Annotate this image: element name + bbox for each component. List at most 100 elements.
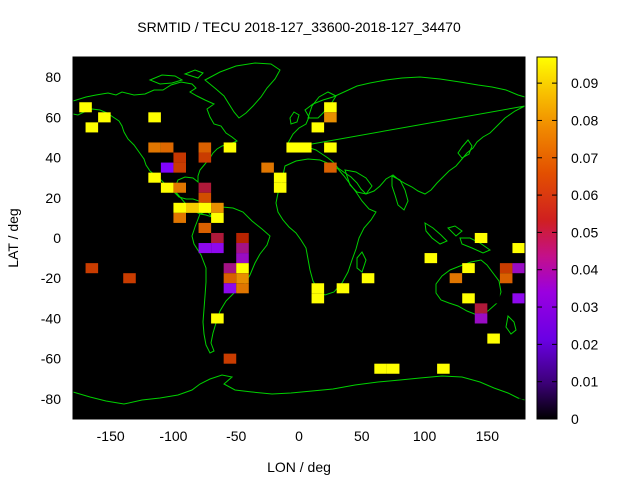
- coastline-europe-asia: [287, 76, 525, 195]
- heatmap-cell-61: [462, 263, 475, 274]
- heatmap-cell-27: [236, 232, 249, 244]
- coastline-arabia: [344, 169, 373, 195]
- heatmap-cell-42: [273, 182, 287, 193]
- heatmap-cell-8: [173, 162, 186, 173]
- colorbar-tick-label-2: 0.02: [571, 336, 598, 352]
- colorbar-gradient: [536, 56, 558, 420]
- heatmap-cell-16: [198, 192, 212, 203]
- heatmap-cell-54: [374, 363, 387, 374]
- x-tick-label-3: 0: [295, 428, 303, 444]
- y-tick-label-6: 40: [45, 150, 61, 166]
- heatmap-cell-53: [361, 273, 375, 284]
- heatmap-cell-65: [462, 283, 475, 294]
- coastline-scandinavia: [307, 91, 337, 119]
- heatmap-cell-15: [198, 182, 212, 193]
- heatmap-cell-56: [437, 363, 450, 374]
- heatmap-cell-0: [79, 102, 92, 113]
- y-tick-label-0: -80: [41, 391, 61, 407]
- x-tick-label-0: -150: [97, 428, 125, 444]
- x-tick-label-6: 150: [476, 428, 500, 444]
- heatmap-cell-4: [148, 142, 161, 153]
- coastline-japan: [457, 139, 473, 159]
- x-tick-label-4: 50: [354, 428, 370, 444]
- colorbar-tick-label-4: 0.04: [571, 262, 598, 278]
- heatmap-cell-58: [474, 232, 488, 244]
- heatmap-cell-75: [487, 333, 500, 344]
- heatmap-cell-12: [198, 142, 212, 153]
- heatmap-cell-30: [223, 263, 237, 274]
- heatmap-cell-44: [299, 142, 312, 153]
- heatmap-cell-24: [211, 232, 224, 244]
- heatmap-cell-28: [236, 243, 249, 254]
- heatmap-cell-70: [462, 293, 475, 304]
- heatmap-cell-47: [324, 112, 337, 123]
- y-tick-label-2: -40: [41, 310, 61, 326]
- heatmap-cell-6: [173, 152, 186, 163]
- coastline-india: [391, 175, 409, 211]
- y-tick-label-4: 0: [53, 230, 61, 246]
- heatmap-cell-26: [211, 243, 224, 254]
- heatmap-cell-49: [324, 162, 337, 173]
- colorbar-tick-label-6: 0.06: [571, 187, 598, 203]
- heatmap-cell-13: [198, 152, 212, 163]
- heatmap-cell-50: [311, 283, 325, 294]
- heatmap-cell-19: [173, 202, 186, 213]
- colorbar-tick-label-8: 0.08: [571, 112, 598, 128]
- heatmap-cell-72: [512, 293, 525, 304]
- heatmap-cell-59: [512, 243, 525, 254]
- heatmap-cell-37: [223, 353, 237, 364]
- x-axis-label: LON / deg: [267, 459, 331, 475]
- colorbar-tick-label-1: 0.01: [571, 374, 598, 390]
- heatmap-cell-45: [311, 122, 325, 133]
- heatmap-cell-29: [236, 253, 249, 264]
- heatmap-cell-39: [123, 273, 136, 284]
- heatmap-cell-38: [85, 263, 99, 274]
- heatmap-cell-34: [223, 283, 237, 294]
- coastline-north-america: [73, 81, 238, 219]
- heatmap-cell-63: [462, 273, 475, 284]
- heatmap-cell-68: [512, 263, 525, 274]
- heatmap-cell-9: [148, 172, 161, 183]
- x-tick-label-2: -50: [226, 428, 246, 444]
- heatmap-cell-31: [236, 263, 249, 274]
- heatmap-cell-36: [211, 313, 224, 324]
- heatmap-cell-11: [173, 182, 186, 193]
- colorbar-tick-label-9: 0.09: [571, 75, 598, 91]
- heatmap-cell-48: [324, 142, 337, 153]
- heatmap-cell-52: [336, 283, 350, 294]
- colorbar-tick-label-3: 0.03: [571, 299, 598, 315]
- heatmap-cell-73: [474, 303, 488, 314]
- coastline-australia: [435, 259, 502, 316]
- heatmap-cell-7: [160, 162, 174, 173]
- colorbar-tick-label-7: 0.07: [571, 150, 598, 166]
- heatmap-cell-46: [324, 102, 337, 113]
- coastline-indonesia: [424, 222, 492, 254]
- heatmap-cell-55: [386, 363, 400, 374]
- y-tick-label-3: -20: [41, 270, 61, 286]
- heatmap-cell-67: [499, 263, 513, 274]
- chart-title: SRMTID / TECU 2018-127_33600-2018-127_34…: [137, 19, 461, 35]
- heatmap-cell-60: [499, 232, 513, 244]
- coastline-uk: [289, 111, 300, 125]
- heatmap-cell-62: [449, 273, 463, 284]
- heatmap-cell-22: [173, 212, 186, 223]
- heatmap-cells: [79, 102, 525, 374]
- coastline-arctic-islands: [148, 69, 204, 85]
- heatmap-cell-21: [198, 202, 212, 213]
- heatmap-cell-35: [236, 283, 249, 294]
- heatmap-cell-23: [198, 222, 212, 233]
- heatmap-cell-10: [160, 182, 174, 193]
- y-tick-label-8: 80: [45, 69, 61, 85]
- heatmap-cell-51: [311, 293, 325, 304]
- y-tick-label-5: 20: [45, 190, 61, 206]
- heatmap-cell-64: [449, 283, 463, 294]
- heatmap-cell-2: [85, 122, 99, 133]
- heatmap-cell-66: [474, 283, 488, 294]
- heatmap-cell-43: [286, 142, 299, 153]
- coastline-new-zealand: [505, 314, 517, 335]
- y-tick-label-7: 60: [45, 109, 61, 125]
- heatmap-cell-69: [499, 273, 513, 284]
- heatmap-cell-18: [211, 212, 224, 223]
- heatmap-cell-32: [223, 273, 237, 284]
